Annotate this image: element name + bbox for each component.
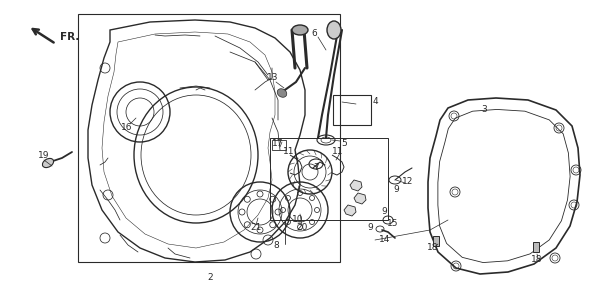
Text: 19: 19: [38, 150, 50, 160]
Text: 16: 16: [122, 123, 133, 132]
Text: 6: 6: [311, 29, 317, 38]
Ellipse shape: [42, 158, 54, 168]
Text: 8: 8: [273, 240, 279, 250]
Polygon shape: [344, 205, 356, 216]
Bar: [270, 138, 388, 220]
Text: 2: 2: [207, 274, 213, 283]
Text: 9: 9: [381, 207, 387, 216]
Text: 14: 14: [379, 235, 391, 244]
Text: 15: 15: [387, 219, 399, 228]
Text: 18: 18: [531, 256, 543, 265]
Text: 12: 12: [402, 178, 414, 187]
Bar: [78, 14, 340, 262]
Text: 10: 10: [292, 216, 304, 225]
Text: 21: 21: [250, 224, 262, 232]
Text: 18: 18: [427, 244, 439, 253]
Text: 9: 9: [393, 185, 399, 194]
Bar: [333, 95, 371, 125]
Text: 5: 5: [341, 138, 347, 147]
Text: 4: 4: [372, 98, 378, 107]
Polygon shape: [350, 180, 362, 191]
Text: 11: 11: [332, 147, 344, 156]
Ellipse shape: [327, 21, 341, 39]
Bar: [272, 140, 286, 150]
Ellipse shape: [292, 25, 308, 35]
Polygon shape: [433, 236, 439, 246]
Polygon shape: [533, 242, 539, 252]
Text: 7: 7: [313, 163, 319, 172]
Polygon shape: [354, 193, 366, 204]
Ellipse shape: [277, 89, 287, 97]
Text: FR.: FR.: [60, 32, 80, 42]
Text: 13: 13: [267, 73, 278, 82]
Text: 3: 3: [481, 105, 487, 114]
Text: 9: 9: [367, 222, 373, 231]
Text: 20: 20: [296, 224, 308, 232]
Text: 11: 11: [283, 147, 295, 156]
Text: 17: 17: [272, 139, 284, 148]
